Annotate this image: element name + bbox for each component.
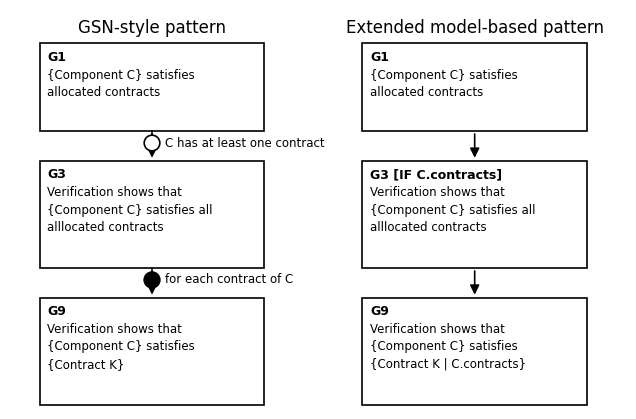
Text: Verification shows that
{Component C} satisfies
{Contract K}: Verification shows that {Component C} sa… (48, 323, 195, 371)
Text: for each contract of C: for each contract of C (165, 274, 293, 287)
Text: C has at least one contract: C has at least one contract (165, 137, 324, 150)
Text: Verification shows that
{Component C} satisfies
{Contract K | C.contracts}: Verification shows that {Component C} sa… (370, 323, 526, 371)
Text: G1: G1 (48, 51, 66, 64)
Bar (363, 43, 587, 131)
Text: G3: G3 (48, 168, 66, 181)
Circle shape (144, 272, 160, 288)
Text: {Component C} satisfies
allocated contracts: {Component C} satisfies allocated contra… (48, 69, 195, 99)
Text: {Component C} satisfies
allocated contracts: {Component C} satisfies allocated contra… (370, 69, 518, 99)
Bar (39, 160, 265, 268)
Text: Verification shows that
{Component C} satisfies all
alllocated contracts: Verification shows that {Component C} sa… (370, 186, 536, 234)
Text: G9: G9 (48, 305, 66, 318)
Circle shape (144, 135, 160, 151)
Text: Verification shows that
{Component C} satisfies all
alllocated contracts: Verification shows that {Component C} sa… (48, 186, 213, 234)
Text: G1: G1 (370, 51, 389, 64)
Bar (39, 43, 265, 131)
Bar (363, 297, 587, 405)
Text: G3 [IF C.contracts]: G3 [IF C.contracts] (370, 168, 502, 181)
Text: G9: G9 (370, 305, 389, 318)
Bar (363, 160, 587, 268)
Text: GSN-style pattern: GSN-style pattern (78, 19, 226, 37)
Text: Extended model-based pattern: Extended model-based pattern (346, 19, 604, 37)
Bar (39, 297, 265, 405)
